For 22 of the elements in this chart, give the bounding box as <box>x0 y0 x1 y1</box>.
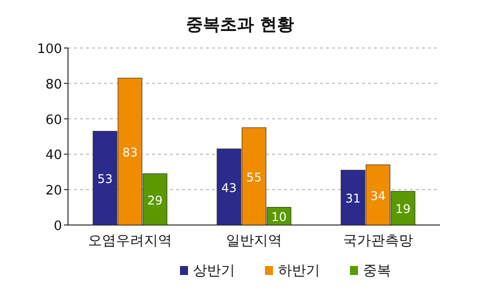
x-tick-label: 오염우려지역 <box>88 233 172 249</box>
y-tick-label: 40 <box>45 148 62 164</box>
y-tick-label: 80 <box>45 77 62 92</box>
y-tick-label: 100 <box>37 42 62 57</box>
data-label: 53 <box>97 172 113 186</box>
chart-title: 중복초과 현황 <box>186 15 294 35</box>
data-label: 29 <box>147 193 163 208</box>
data-label: 31 <box>345 192 361 206</box>
x-tick-label: 국가관측망 <box>343 233 413 249</box>
y-tick-label: 60 <box>45 112 62 128</box>
data-label: 55 <box>246 170 262 184</box>
data-label: 34 <box>370 188 386 203</box>
y-tick-label: 0 <box>54 219 62 234</box>
data-label: 83 <box>122 146 138 160</box>
y-tick-label: 20 <box>45 184 62 199</box>
data-label: 43 <box>221 180 237 195</box>
legend-label: 상반기 <box>193 263 235 279</box>
data-label: 19 <box>395 202 411 216</box>
data-label: 10 <box>271 210 287 224</box>
x-tick-label: 일반지역 <box>226 233 282 249</box>
legend-label: 하반기 <box>278 263 320 279</box>
legend-label: 중복 <box>363 263 391 279</box>
